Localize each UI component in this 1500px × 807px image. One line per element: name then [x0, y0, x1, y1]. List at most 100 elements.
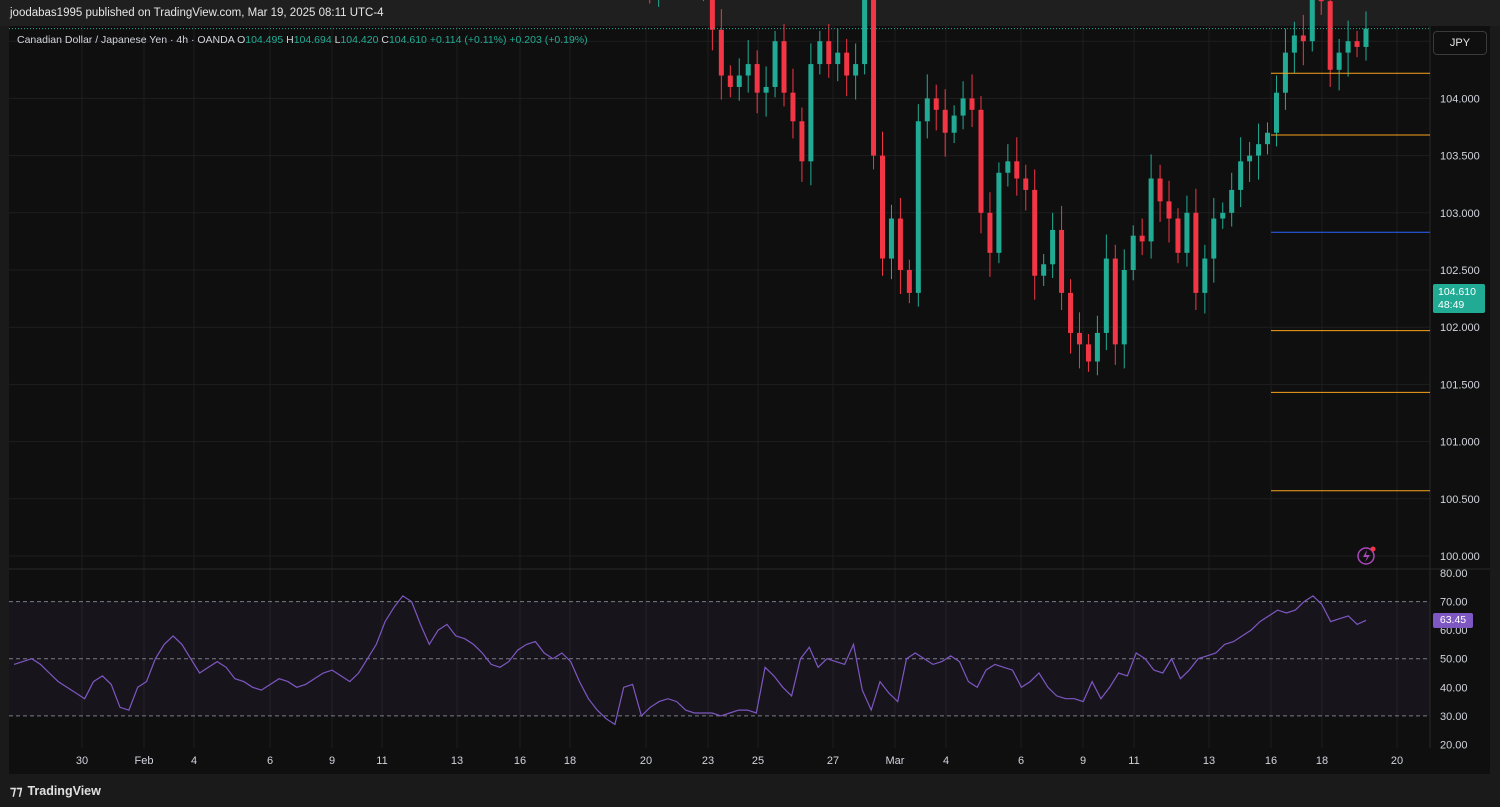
time-tick-label: 16 — [514, 755, 526, 767]
footer: ⁊⁊ TradingView — [0, 774, 1500, 807]
bar-countdown: 48:49 — [1438, 299, 1465, 311]
time-tick-label: 13 — [1203, 755, 1215, 767]
time-tick-label: 9 — [1080, 755, 1086, 767]
rsi-tick-label: 50.00 — [1440, 654, 1468, 666]
candle-body — [1076, 332, 1082, 345]
candle-body — [727, 75, 733, 87]
candle-body — [951, 115, 957, 133]
high-label: H — [286, 34, 294, 46]
low-value: 104.420 — [340, 34, 379, 46]
candle-body — [1300, 35, 1306, 42]
candle-body — [924, 98, 930, 122]
chart-frame[interactable] — [9, 26, 1490, 774]
brand-text: TradingView — [27, 784, 101, 798]
candle-body — [745, 64, 751, 76]
candle-body — [1282, 52, 1288, 93]
time-tick-label: 30 — [76, 755, 88, 767]
candle-body — [1256, 144, 1262, 156]
candle-body — [1363, 28, 1369, 47]
candle-body — [1273, 92, 1279, 133]
candle-body — [817, 41, 823, 65]
candle-body — [1265, 132, 1271, 145]
grid — [9, 26, 1430, 748]
candle-body — [853, 64, 859, 76]
price-tick-label: 100.000 — [1440, 551, 1480, 563]
rsi-tick-label: 80.00 — [1440, 568, 1468, 580]
change-value: +0.114 (+0.11%) — [429, 34, 507, 46]
candle-body — [888, 218, 894, 259]
candle-body — [1175, 218, 1181, 253]
time-tick-label: 25 — [752, 755, 764, 767]
candle-body — [736, 75, 742, 87]
price-tick-label: 102.000 — [1440, 322, 1480, 334]
candle-body — [933, 98, 939, 110]
attribution-bar: joodabas1995 published on TradingView.co… — [0, 0, 1500, 26]
candle-body — [844, 52, 850, 76]
candle-body — [1157, 178, 1163, 202]
candle-body — [1211, 218, 1217, 259]
candle-body — [1050, 229, 1056, 265]
price-tick-label: 103.000 — [1440, 208, 1480, 220]
time-tick-label: 27 — [827, 755, 839, 767]
time-tick-label: 4 — [943, 755, 949, 767]
candle-body — [915, 121, 921, 293]
candle-body — [880, 155, 886, 259]
candle-body — [987, 212, 993, 253]
candle-body — [1318, 0, 1324, 2]
open-label: O — [237, 34, 246, 46]
time-tick-label: 20 — [1391, 755, 1403, 767]
candle-body — [1229, 189, 1235, 213]
time-tick-label: 18 — [564, 755, 576, 767]
time-tick-label: 13 — [451, 755, 463, 767]
candle-body — [1112, 258, 1118, 345]
lightning-icon-bolt — [1363, 550, 1370, 562]
candle-body — [1130, 235, 1136, 270]
candle-body — [1032, 189, 1038, 276]
candle-body — [942, 109, 948, 133]
candle-body — [1094, 332, 1100, 362]
candle-body — [799, 121, 805, 162]
time-tick-label: 4 — [191, 755, 197, 767]
price-tick-label: 101.000 — [1440, 437, 1480, 449]
rsi-tick-label: 70.00 — [1440, 597, 1468, 609]
candle-body — [1354, 41, 1360, 47]
price-tick-label: 101.500 — [1440, 379, 1480, 391]
tradingview-logo[interactable]: ⁊⁊ TradingView — [10, 783, 101, 798]
candle-body — [1121, 270, 1127, 345]
last-price-tag: 104.610 48:49 — [1433, 284, 1485, 313]
candle-body — [1345, 41, 1351, 53]
close-value: 104.610 — [388, 34, 427, 46]
candle-body — [1166, 201, 1172, 219]
time-tick-label: 11 — [376, 755, 387, 767]
currency-button[interactable]: JPY — [1433, 31, 1487, 55]
candle-body — [1041, 264, 1047, 276]
open-value: 104.495 — [245, 34, 284, 46]
time-tick-label: Mar — [886, 755, 905, 767]
candle-body — [754, 64, 760, 93]
candle-body — [718, 29, 724, 76]
time-tick-label: Feb — [135, 755, 154, 767]
symbol-name[interactable]: Canadian Dollar / Japanese Yen · 4h · OA… — [17, 34, 235, 46]
candle-body — [781, 41, 787, 93]
candle-body — [1139, 235, 1145, 242]
candle-body — [835, 52, 841, 65]
price-tick-label: 102.500 — [1440, 265, 1480, 277]
candle-body — [906, 270, 912, 293]
candle-body — [1247, 155, 1253, 162]
time-tick-label: 23 — [702, 755, 714, 767]
candle-body — [1085, 344, 1091, 362]
candle-body — [808, 64, 814, 162]
candle-body — [1309, 0, 1315, 42]
candle-body — [871, 0, 877, 156]
time-tick-label: 20 — [640, 755, 652, 767]
candle-body — [1291, 35, 1297, 53]
candle-body — [1103, 258, 1109, 333]
low-label: L — [334, 34, 341, 46]
candle-body — [709, 0, 715, 30]
candle-body — [1193, 212, 1199, 293]
candle-body — [960, 98, 966, 116]
time-tick-label: 6 — [1018, 755, 1024, 767]
time-tick-label: 18 — [1316, 755, 1328, 767]
candle-body — [1336, 52, 1342, 70]
